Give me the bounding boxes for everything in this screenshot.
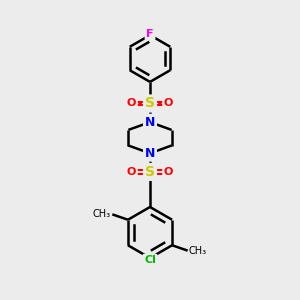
Text: F: F [146,28,154,39]
Text: O: O [127,167,136,177]
Text: S: S [145,165,155,179]
Text: S: S [145,97,155,110]
Text: N: N [145,147,155,160]
Text: O: O [164,98,173,109]
Text: CH₃: CH₃ [189,246,207,256]
Text: CH₃: CH₃ [93,209,111,219]
Text: N: N [145,116,155,129]
Text: Cl: Cl [144,255,156,266]
Text: O: O [164,167,173,177]
Text: O: O [127,98,136,109]
